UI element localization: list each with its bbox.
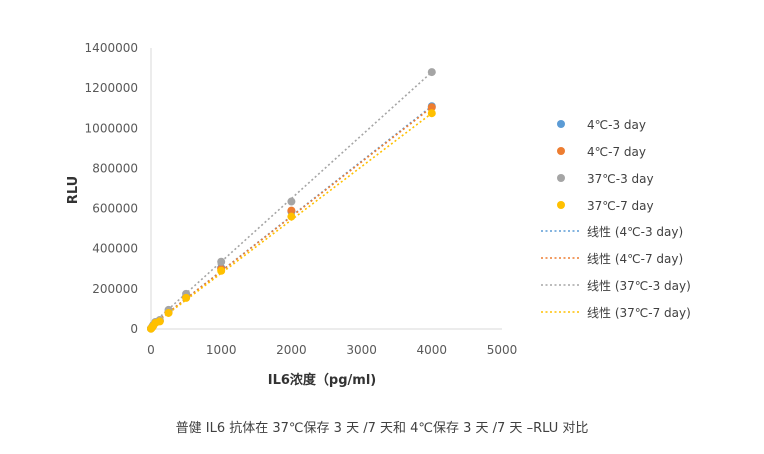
tick-labels: 0 200000 400000 600000 800000 1000000 1200000 1… [85,41,518,357]
x-tick-label: 0 [147,343,155,357]
legend-label: 线性 (4℃-7 day) [587,252,683,266]
legend-marker [557,201,565,209]
x-tick-label: 4000 [417,343,448,357]
y-tick-label: 400000 [92,242,138,256]
chart-caption: 普健 IL6 抗体在 37℃保存 3 天 /7 天和 4℃保存 3 天 /7 天… [176,421,589,436]
data-point-series-2 [287,197,296,206]
y-tick-label: 200000 [92,282,138,296]
data-point-series-3 [217,266,226,275]
y-axis-title: RLU [66,176,81,204]
x-tick-label: 3000 [346,343,377,357]
legend-label: 线性 (4℃-3 day) [587,225,683,239]
data-points [147,68,436,333]
y-tick-label: 1400000 [85,41,138,55]
data-point-series-3 [155,317,164,326]
legend-label: 线性 (37℃-3 day) [587,279,691,293]
legend-label: 37℃-7 day [587,199,654,213]
y-tick-label: 600000 [92,202,138,216]
legend-label: 4℃-3 day [587,118,646,132]
y-tick-label: 800000 [92,161,138,175]
legend-marker [557,120,565,128]
legend-label: 37℃-3 day [587,172,654,186]
trendline-1 [150,106,433,327]
y-tick-label: 1000000 [85,121,138,135]
legend-label: 线性 (37℃-7 day) [587,306,691,320]
axes [150,48,502,330]
y-tick-label: 1200000 [85,81,138,95]
legend-marker [557,147,565,155]
x-tick-label: 1000 [206,343,237,357]
data-point-series-3 [182,293,191,302]
legend-label: 4℃-7 day [587,145,646,159]
data-point-series-3 [164,308,173,317]
data-point-series-3 [287,212,296,221]
legend-marker [557,174,565,182]
x-axis-title: IL6浓度（pg/ml) [268,372,376,388]
y-tick-label: 0 [130,322,138,336]
data-point-series-3 [427,109,436,118]
x-tick-label: 5000 [487,343,518,357]
data-point-series-1 [427,103,436,112]
data-point-series-2 [217,257,226,266]
data-point-series-2 [427,68,436,77]
x-tick-label: 2000 [276,343,307,357]
data-point-series-1 [287,206,296,215]
legend: 4℃-3 day 4℃-7 day 37℃-3 day 37℃-7 day 线性 (4℃… [541,118,691,320]
